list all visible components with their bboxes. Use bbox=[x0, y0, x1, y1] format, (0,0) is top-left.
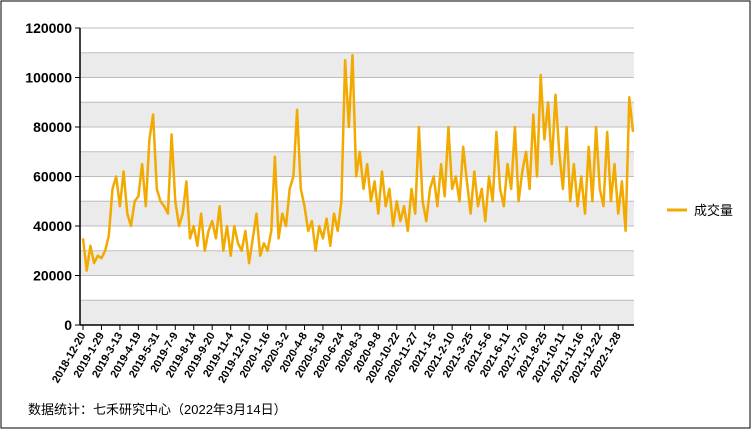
y-tick-label: 80000 bbox=[33, 119, 72, 135]
grid-band bbox=[80, 102, 634, 127]
y-tick-label: 120000 bbox=[25, 20, 72, 36]
grid-band bbox=[80, 250, 634, 276]
grid-band bbox=[80, 52, 634, 78]
y-tick-label: 60000 bbox=[33, 169, 72, 185]
footnote: 数据统计：七禾研究中心（2022年3月14日） bbox=[28, 402, 287, 417]
y-tick-label: 0 bbox=[64, 317, 72, 333]
y-tick-label: 100000 bbox=[25, 70, 72, 86]
legend-label: 成交量 bbox=[694, 203, 733, 218]
y-tick-label: 20000 bbox=[33, 268, 72, 284]
data-line bbox=[81, 53, 635, 272]
y-tick-label: 40000 bbox=[33, 218, 72, 234]
grid-band bbox=[80, 300, 634, 325]
grid-band bbox=[80, 201, 634, 226]
